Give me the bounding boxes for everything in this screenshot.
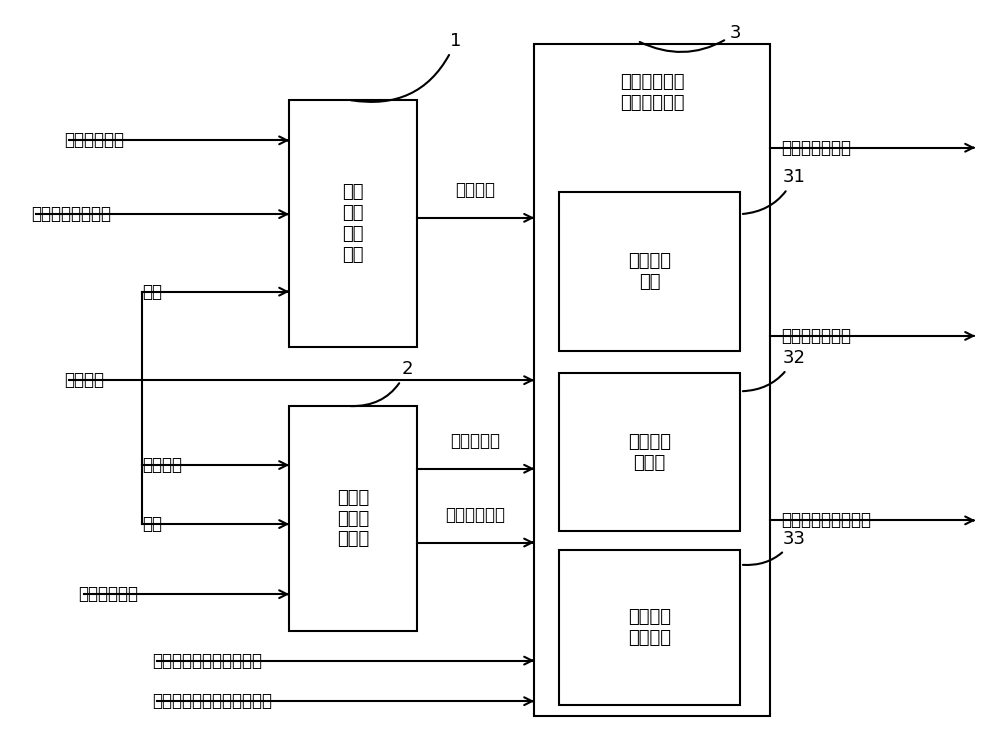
- Text: 电涡流缓速器转子盘转速: 电涡流缓速器转子盘转速: [152, 651, 262, 669]
- Text: 坡度: 坡度: [142, 282, 162, 300]
- Bar: [289, 99, 417, 347]
- Text: 制动踏板开度: 制动踏板开度: [79, 585, 139, 603]
- Text: 坡度: 坡度: [142, 515, 162, 533]
- Text: 前、后轴摩擦衬片磨损情况: 前、后轴摩擦衬片磨损情况: [152, 692, 272, 710]
- Bar: [289, 406, 417, 631]
- Text: 后轴摩擦制动力: 后轴摩擦制动力: [781, 327, 851, 345]
- Text: 紧急制动
工况: 紧急制动 工况: [628, 252, 671, 291]
- Bar: [534, 44, 770, 716]
- Text: 目标车速: 目标车速: [64, 371, 104, 389]
- Text: 电涡流缓速器制动力: 电涡流缓速器制动力: [781, 511, 871, 529]
- Text: 目标减速度: 目标减速度: [450, 432, 501, 450]
- Text: 33: 33: [743, 530, 806, 565]
- Text: 32: 32: [743, 349, 806, 391]
- Text: 前轴摩擦制动力: 前轴摩擦制动力: [781, 139, 851, 157]
- Bar: [559, 550, 740, 705]
- Text: 总需求制动力: 总需求制动力: [446, 506, 506, 524]
- Text: 1: 1: [351, 32, 462, 102]
- Text: 分工况制动力
优化分配模块: 分工况制动力 优化分配模块: [620, 73, 684, 111]
- Text: 2: 2: [351, 360, 413, 406]
- Bar: [559, 192, 740, 351]
- Text: 工况类型: 工况类型: [456, 181, 496, 200]
- Text: 总制动
需求计
算模块: 总制动 需求计 算模块: [337, 489, 369, 548]
- Text: 当前车速: 当前车速: [142, 456, 182, 474]
- Text: 31: 31: [743, 168, 805, 214]
- Bar: [559, 373, 740, 532]
- Text: 3: 3: [640, 24, 741, 52]
- Text: 下长坡制
动工况: 下长坡制 动工况: [628, 433, 671, 471]
- Text: 制动
工况
辨识
模块: 制动 工况 辨识 模块: [342, 183, 364, 264]
- Text: 紧急制动信号: 紧急制动信号: [64, 131, 124, 149]
- Text: 制动踏板踩下时间: 制动踏板踩下时间: [32, 205, 112, 223]
- Text: 其他普通
制动工况: 其他普通 制动工况: [628, 608, 671, 647]
